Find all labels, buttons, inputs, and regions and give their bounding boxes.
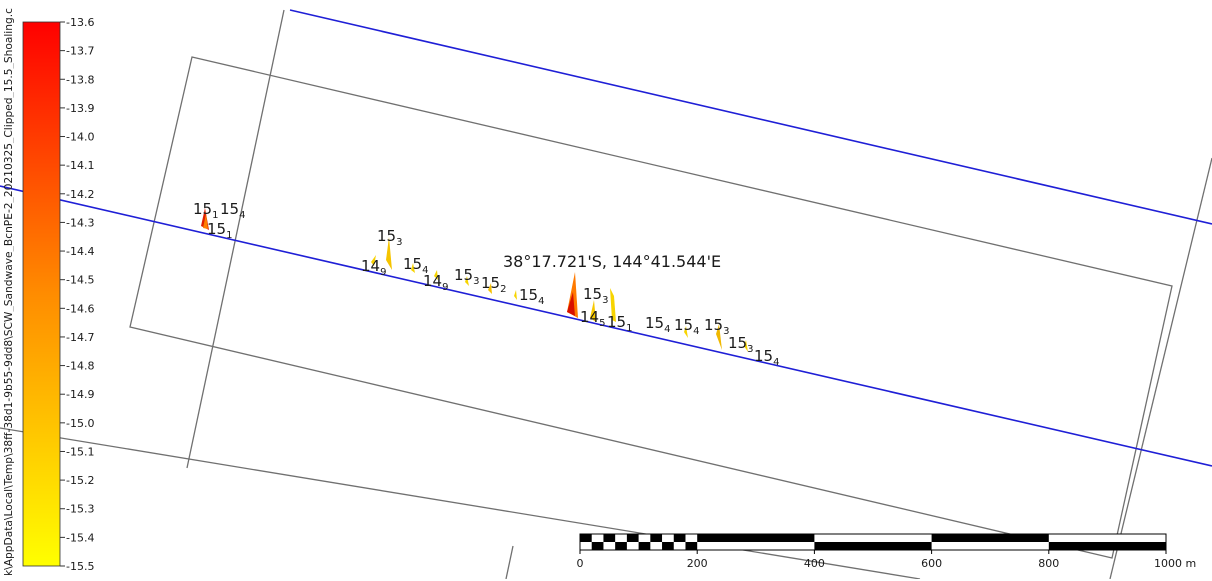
colorbar-tick-label: -14.2 [66,188,94,201]
scale-check [685,542,698,550]
shoal-feature [744,340,748,352]
scale-check [580,534,592,542]
depth-sounding: 149 [423,272,448,293]
lower-boundary-2 [505,545,514,579]
colorbar-tick-label: -15.0 [66,417,94,430]
file-path-label: k\AppData\Local\Temp\38ff-38d1-9b55-9dd8… [2,4,15,576]
shoal-feature [488,283,492,294]
colorbar-tick-label: -14.9 [66,388,94,401]
scale-label: 800 [1038,557,1059,570]
colorbar-tick-label: -15.3 [66,503,94,516]
file-path-text: k\AppData\Local\Temp\38ff-38d1-9b55-9dd8… [3,8,14,576]
depth-sounding: 153 [704,316,729,337]
colorbar-tick-label: -14.6 [66,302,94,315]
shoal-features [201,208,748,352]
colorbar-tick-label: -13.9 [66,102,94,115]
depth-sounding: 154 [645,314,670,335]
colorbar-tick-label: -14.1 [66,159,94,172]
depth-sounding: 154 [220,200,245,221]
depth-sounding: 151 [207,220,232,241]
depth-sounding: 153 [583,285,608,306]
inner-survey-box [129,56,1173,559]
colorbar-tick-label: -15.4 [66,531,94,544]
colorbar-tick-label: -14.3 [66,216,94,229]
cursor-coordinate-readout: 38°17.721'S, 144°41.544'E [503,252,721,271]
scale-check [662,542,674,550]
scale-check [626,534,639,542]
scale-label: 400 [804,557,825,570]
depth-color-legend: -13.6 -13.7 -13.8 -13.9 -14.0 -14.1 -14.2 -14.3… [22,16,94,573]
shoal-feature [716,324,722,350]
depth-sounding: 151 [607,313,632,334]
scale-check [650,534,663,542]
scale-segment [931,534,1049,542]
depth-sounding: 153 [377,227,402,248]
colorbar-tick-label: -14.4 [66,245,94,258]
shoal-feature [465,276,469,286]
scale-segment [697,534,815,542]
outer-boundary [186,9,285,469]
colorbar-tick-label: -14.8 [66,360,94,373]
colorbar-tick-label: -15.2 [66,474,94,487]
colorbar-tick-label: -14.7 [66,331,94,344]
scale-label: 0 [577,557,584,570]
scale-bar: 0 200 400 600 800 1000 m [577,533,1196,570]
colorbar-tick-label: -14.5 [66,274,94,287]
channel-line-upper [289,9,1212,225]
scale-check [615,542,627,550]
channel-lines [0,9,1212,467]
scale-check [591,542,604,550]
scale-check [673,534,686,542]
scale-label: 600 [921,557,942,570]
colorbar-tick-label: -13.7 [66,45,94,58]
outer-boundary-right [1109,157,1212,579]
shoal-feature [434,270,438,280]
survey-boundaries [0,9,1212,579]
depth-sounding: 151 [193,200,218,221]
shoal-feature [411,263,415,273]
depth-sounding: 154 [403,255,428,276]
depth-sounding: 154 [754,347,779,368]
scale-check [638,542,651,550]
depth-sounding: 154 [519,286,544,307]
colorbar-ticks: -13.6 -13.7 -13.8 -13.9 -14.0 -14.1 -14.2 -14.3… [60,16,94,573]
shoal-feature [610,288,616,322]
lower-boundary [0,427,921,579]
shoal-feature [684,326,688,338]
colorbar-gradient [22,21,61,567]
shoal-feature [514,290,517,300]
depth-sounding: 153 [454,266,479,287]
depth-sounding: 154 [674,316,699,337]
scale-check [603,534,616,542]
depth-sounding: 153 [728,334,753,355]
colorbar-tick-label: -13.8 [66,73,94,86]
channel-line-lower [0,185,1212,467]
shoal-feature [386,237,392,270]
shoal-feature [371,255,376,266]
depth-sounding: 145 [580,308,605,329]
colorbar-tick-label: -15.5 [66,560,94,573]
colorbar-tick-label: -13.6 [66,16,94,29]
scale-label: 1000 m [1154,557,1196,570]
shoal-feature [567,292,575,316]
scale-segment [1048,542,1166,550]
scale-label: 200 [687,557,708,570]
depth-sounding: 149 [361,257,386,278]
colorbar-tick-label: -15.1 [66,445,94,458]
depth-sounding: 152 [481,274,506,295]
scale-segment [814,542,932,550]
shoal-feature [203,214,208,229]
colorbar-tick-label: -14.0 [66,131,94,144]
shoal-feature [590,300,596,322]
